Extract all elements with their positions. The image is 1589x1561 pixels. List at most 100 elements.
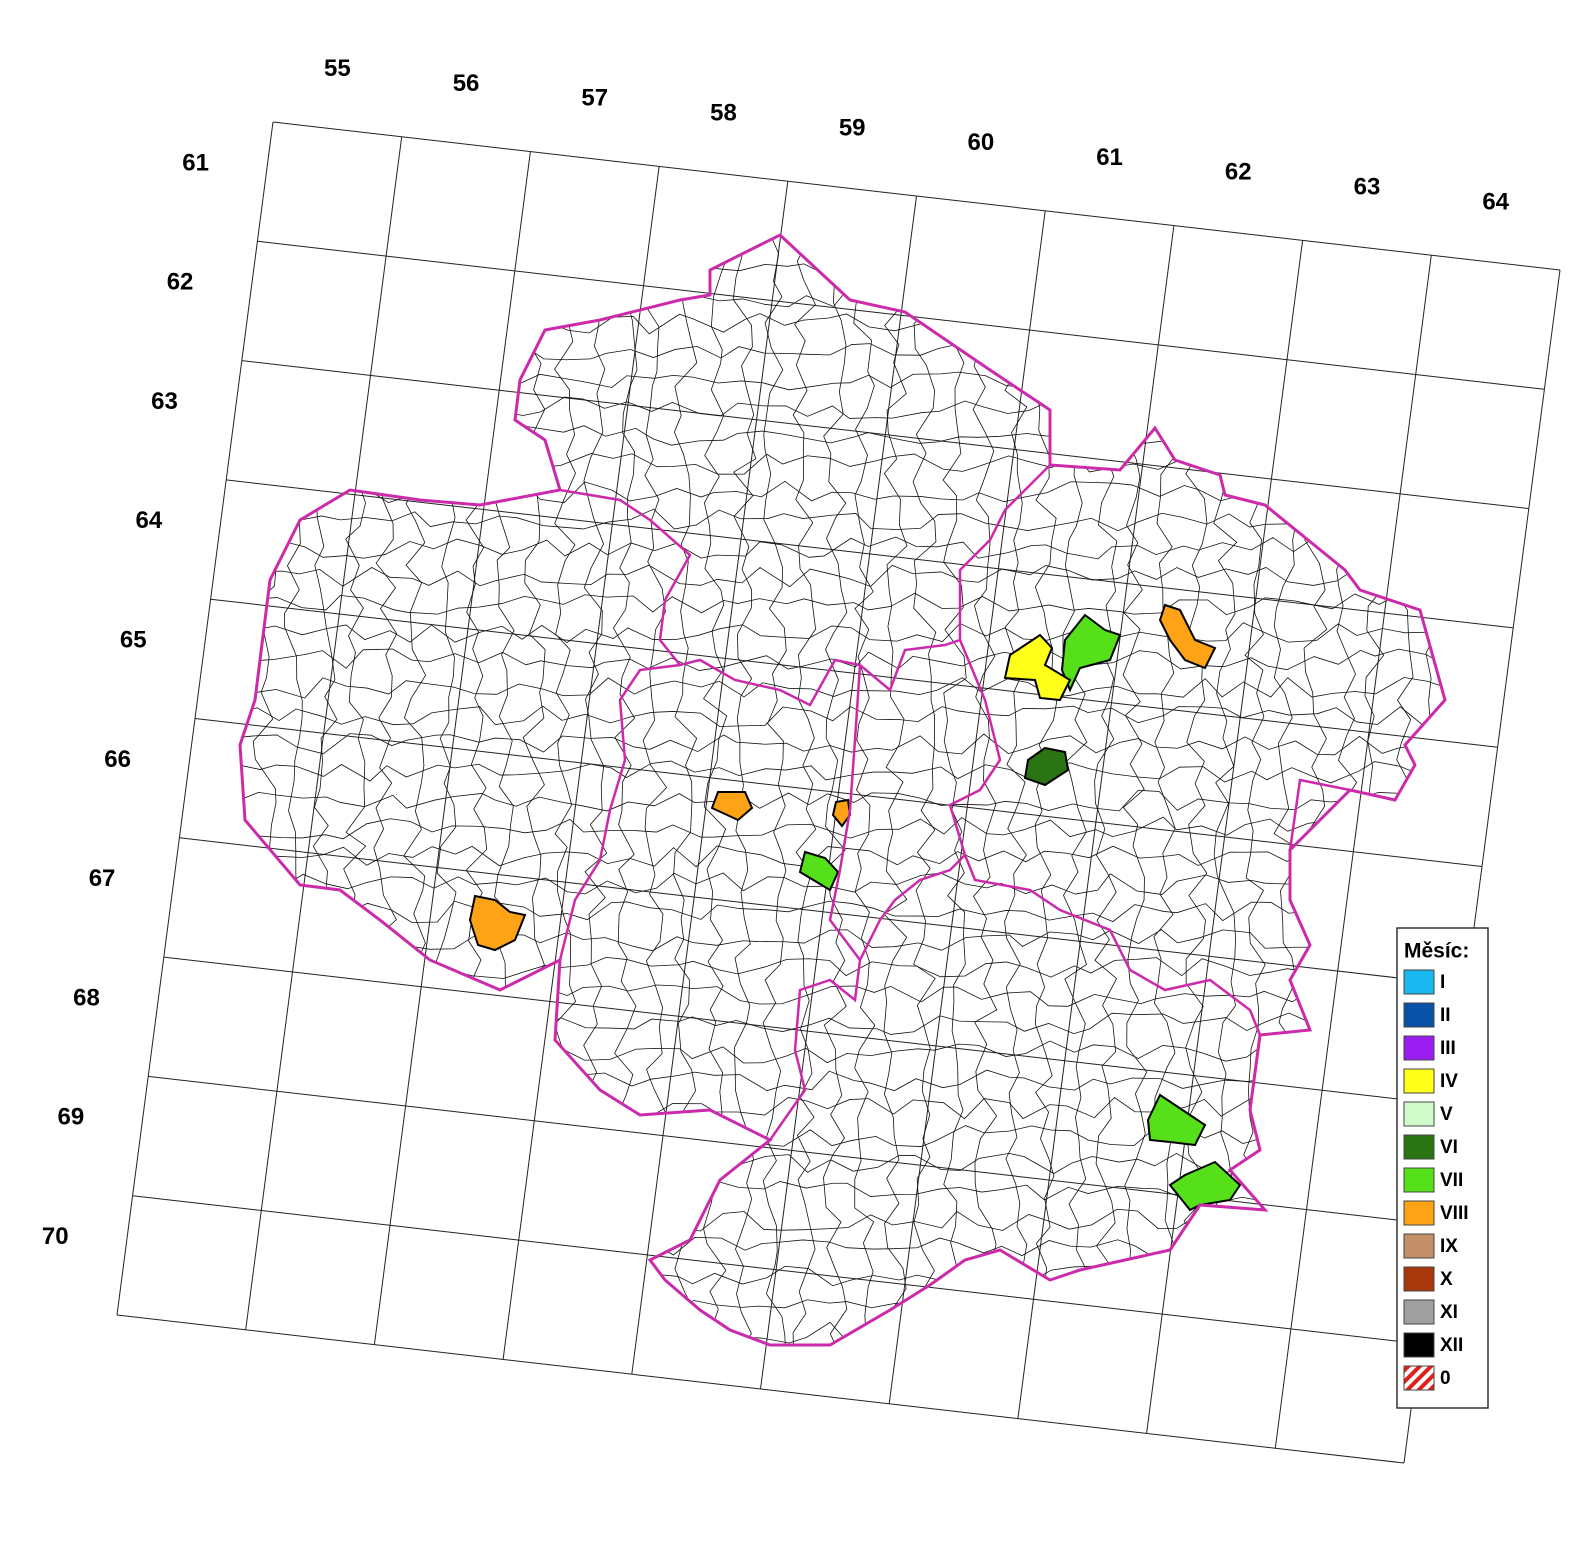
district-border [948, 639, 1262, 1036]
municipality-border [240, 256, 1443, 280]
municipality-border [240, 733, 1441, 756]
column-label: 61 [1096, 144, 1123, 171]
municipality-border [1122, 235, 1148, 1345]
row-label: 64 [136, 507, 163, 534]
municipality-border [240, 760, 1445, 784]
legend-label: V [1440, 1104, 1453, 1125]
district-border [558, 663, 681, 961]
municipality-border [403, 235, 427, 1345]
row-label: 65 [120, 627, 147, 654]
legend-swatch [1403, 1002, 1435, 1028]
municipality-border [240, 1293, 1441, 1316]
municipality-border [240, 341, 1445, 363]
column-label: 59 [839, 114, 866, 141]
district-border [768, 664, 862, 1141]
municipality-border [1364, 235, 1388, 1345]
municipality-border [240, 1236, 1443, 1260]
municipality-border [240, 1069, 1445, 1092]
row-label: 67 [89, 865, 116, 892]
legend-swatch [1403, 1365, 1435, 1391]
record-area [710, 791, 754, 822]
municipality-border [883, 235, 908, 1345]
municipality-border [240, 235, 1445, 250]
row-label: 69 [58, 1104, 85, 1131]
row-label: 66 [104, 746, 131, 773]
grid-line [210, 598, 1498, 748]
legend-swatch [1403, 969, 1435, 995]
district-border [559, 464, 1051, 707]
grid-line [132, 1195, 1420, 1345]
municipality-border [240, 845, 1445, 868]
grid-line [116, 1314, 1405, 1464]
record-area [468, 894, 527, 952]
row-label: 61 [182, 149, 209, 176]
municipality-border [612, 235, 638, 1345]
municipality-border [240, 508, 1445, 532]
column-label: 60 [968, 129, 995, 156]
grid-line [272, 121, 1561, 271]
legend-label: XI [1440, 1302, 1458, 1323]
municipality-border [942, 235, 967, 1345]
municipality-border [240, 1096, 1444, 1120]
row-label: 68 [73, 984, 100, 1011]
column-label: 57 [581, 85, 608, 112]
municipality-border [853, 235, 876, 1345]
grid-line [226, 479, 1514, 629]
municipality-border [732, 235, 757, 1345]
municipality-border [240, 816, 1445, 840]
record-area [1060, 613, 1122, 693]
grid-line [194, 718, 1483, 867]
municipality-border [1033, 235, 1058, 1345]
municipality-border [282, 235, 307, 1345]
municipality-border [240, 564, 1445, 588]
municipality-border [972, 235, 998, 1345]
district-border [858, 854, 966, 961]
column-label: 64 [1482, 188, 1509, 215]
municipality-border [912, 235, 937, 1345]
municipality-border [552, 235, 577, 1345]
municipality-border [762, 235, 787, 1345]
record-area [1168, 1160, 1242, 1212]
municipality-border [1273, 235, 1298, 1345]
column-label: 62 [1225, 159, 1252, 186]
municipality-border [493, 235, 518, 1345]
municipality-border [673, 235, 698, 1345]
record-area [831, 798, 852, 828]
legend-label: VIII [1440, 1203, 1469, 1224]
municipality-border [240, 592, 1445, 616]
column-label: 56 [453, 70, 480, 97]
municipality-border [583, 235, 608, 1345]
municipality-border [1004, 235, 1028, 1345]
municipality-border [823, 235, 848, 1345]
municipality-border [463, 235, 488, 1345]
legend-label: 0 [1440, 1368, 1451, 1389]
legend-swatch [1403, 1299, 1435, 1325]
record-area [1146, 1093, 1207, 1147]
municipality-border [342, 235, 368, 1345]
grid [116, 121, 1561, 1464]
legend-swatch [1403, 1200, 1435, 1226]
municipality-border [312, 235, 338, 1345]
district-border [1288, 778, 1351, 851]
record-area [798, 850, 840, 892]
municipality-border [373, 235, 398, 1345]
row-label: 70 [42, 1223, 69, 1250]
municipality-border [240, 900, 1445, 924]
legend-swatch [1403, 1167, 1435, 1193]
legend-title: Měsíc: [1404, 940, 1469, 963]
municipality-border [240, 1180, 1442, 1204]
municipality-border [240, 1264, 1445, 1287]
record-area [1003, 633, 1072, 702]
legend-swatch [1403, 1134, 1435, 1160]
column-label: 58 [710, 99, 737, 126]
municipality-border [792, 235, 817, 1345]
municipality-border [522, 235, 547, 1345]
grid-line [148, 1075, 1436, 1225]
municipality-border [240, 648, 1441, 671]
municipality-border [1062, 235, 1088, 1345]
record-area [1158, 603, 1217, 670]
municipality-border [252, 235, 277, 1345]
